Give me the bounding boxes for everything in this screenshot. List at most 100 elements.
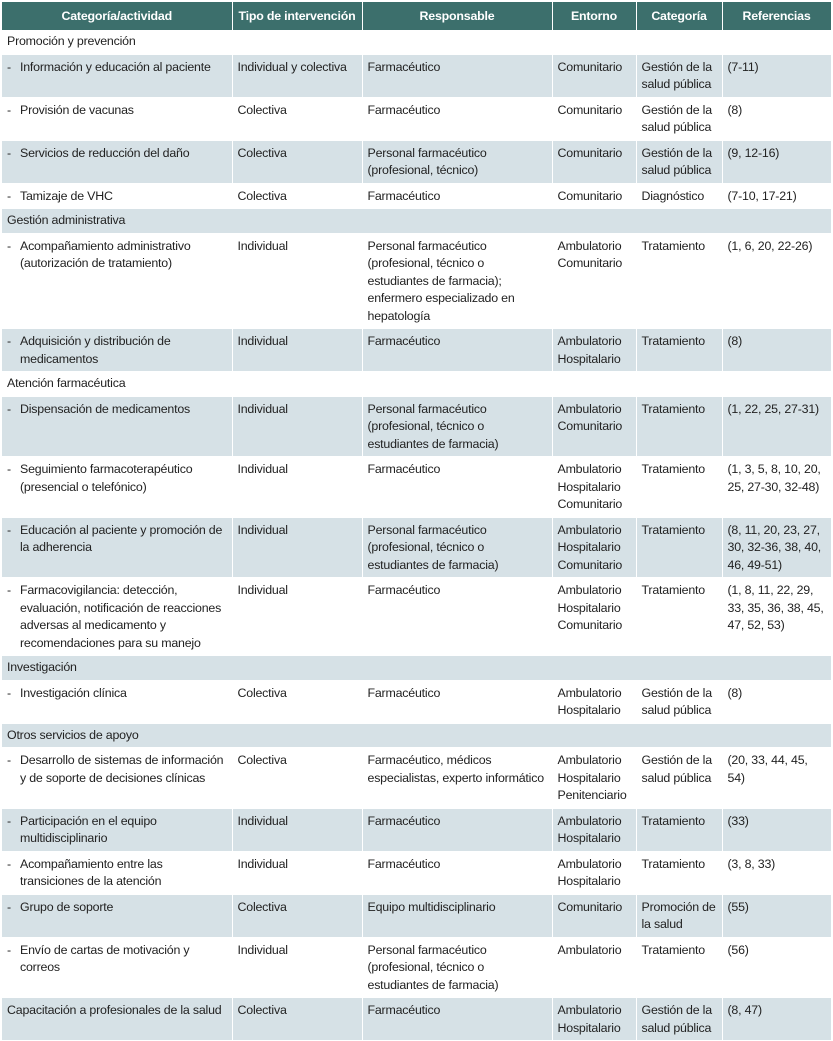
table-cell: Farmacéutico bbox=[362, 183, 553, 209]
section-row: Promoción y prevención bbox=[2, 30, 832, 55]
table-cell: Capacitación a profesionales de la salud bbox=[2, 997, 233, 1041]
table-row: Dispensación de medicamentosIndividualPe… bbox=[2, 396, 832, 457]
table-cell: Personal farmacéutico (profesional, técn… bbox=[362, 517, 553, 578]
cell-line: Ambulatorio bbox=[557, 856, 622, 871]
cell-line: Comunitario bbox=[557, 59, 623, 74]
table-cell: Tratamiento bbox=[636, 517, 723, 578]
table-cell: (8) bbox=[722, 328, 832, 372]
table-row: Información y educación al pacienteIndiv… bbox=[2, 54, 832, 98]
section-title: Otros servicios de apoyo bbox=[2, 723, 832, 748]
table-cell: (7-11) bbox=[722, 54, 832, 98]
table-cell: Comunitario bbox=[552, 97, 637, 141]
section-row: Investigación bbox=[2, 655, 832, 681]
table-cell: Tratamiento bbox=[636, 233, 723, 329]
table-row: Educación al paciente y promoción de la … bbox=[2, 517, 832, 578]
cell-line: Ambulatorio bbox=[557, 462, 622, 476]
header-row: Categoría/actividad Tipo de intervención R… bbox=[2, 2, 832, 30]
table-cell: Comunitario bbox=[552, 894, 637, 938]
cell-line: Ambulatorio bbox=[557, 238, 622, 253]
cell-line: Ambulatorio bbox=[557, 334, 622, 348]
table-cell: Tratamiento bbox=[636, 396, 723, 457]
table-row: Desarrollo de sistemas de información y … bbox=[2, 747, 832, 809]
table-row: Envío de cartas de motivación y correosI… bbox=[2, 937, 832, 998]
table-cell: Colectiva bbox=[232, 894, 363, 938]
cell-line: Hospitalario bbox=[557, 703, 621, 717]
table-cell: Provisión de vacunas bbox=[2, 97, 233, 141]
cell-line: Penitenciario bbox=[557, 788, 627, 802]
table-cell: Gestión de la salud pública bbox=[636, 54, 723, 98]
table-cell: Farmacéutico bbox=[362, 577, 553, 656]
table-cell: Personal farmacéutico (profesional, técn… bbox=[362, 233, 553, 329]
cell-line: Ambulatorio bbox=[557, 753, 622, 767]
table-row: Servicios de reducción del dañoColectiva… bbox=[2, 140, 832, 184]
table-cell: Farmacéutico bbox=[362, 97, 553, 141]
table-cell: Individual bbox=[232, 937, 363, 998]
table-cell: Acompañamiento administrativo (autorizac… bbox=[2, 233, 233, 329]
table-cell: (3, 8, 33) bbox=[722, 851, 832, 895]
cell-line: Ambulatorio bbox=[557, 813, 622, 828]
cell-line: Ambulatorio bbox=[557, 942, 622, 957]
table-cell: Gestión de la salud pública bbox=[636, 747, 723, 809]
table-cell: Comunitario bbox=[552, 54, 637, 98]
table-cell: Educación al paciente y promoción de la … bbox=[2, 517, 233, 578]
table-cell: Seguimiento farmacoterapéutico (presenci… bbox=[2, 456, 233, 518]
table-cell: Individual bbox=[232, 233, 363, 329]
table-cell: Envío de cartas de motivación y correos bbox=[2, 937, 233, 998]
cell-line: Hospitalario bbox=[557, 540, 621, 554]
table-cell: Desarrollo de sistemas de información y … bbox=[2, 747, 233, 809]
table-cell: Ambulatorio Hospitalario Comunitario bbox=[552, 577, 637, 656]
table-cell: Personal farmacéutico (profesional, técn… bbox=[362, 140, 553, 184]
table-cell: Farmacéutico bbox=[362, 680, 553, 724]
table-row: Capacitación a profesionales de la salud… bbox=[2, 997, 832, 1041]
table-cell: Individual bbox=[232, 851, 363, 895]
table-cell: Grupo de soporte bbox=[2, 894, 233, 938]
table-cell: Ambulatorio Hospitalario bbox=[552, 808, 637, 852]
cell-line: Comunitario bbox=[557, 497, 623, 511]
table-cell: (8) bbox=[722, 97, 832, 141]
cell-line: Comunitario bbox=[557, 102, 623, 117]
table-cell: Equipo multidisciplinario bbox=[362, 894, 553, 938]
cell-line: Ambulatorio bbox=[557, 685, 622, 700]
header-cell: Tipo de intervención bbox=[232, 2, 363, 30]
table-cell: Colectiva bbox=[232, 140, 363, 184]
table-cell: Farmacéutico, médicos especialistas, exp… bbox=[362, 747, 553, 809]
cell-line: Hospitalario bbox=[557, 770, 621, 785]
table-cell: Individual bbox=[232, 456, 363, 518]
table-cell: Farmacéutico bbox=[362, 456, 553, 518]
section-title: Promoción y prevención bbox=[2, 30, 832, 55]
cell-line: Comunitario bbox=[557, 145, 623, 160]
cell-line: Hospitalario bbox=[557, 479, 621, 494]
table-cell: (7-10, 17-21) bbox=[722, 183, 832, 209]
table-cell: Ambulatorio bbox=[552, 937, 637, 998]
table-cell: Diagnóstico bbox=[636, 183, 723, 209]
table-cell: Individual bbox=[232, 808, 363, 852]
table-cell: Colectiva bbox=[232, 747, 363, 809]
cell-line: Comunitario bbox=[557, 256, 623, 270]
table-cell: Dispensación de medicamentos bbox=[2, 396, 233, 457]
table-cell: Comunitario bbox=[552, 140, 637, 184]
header-cell: Entorno bbox=[552, 2, 637, 30]
header-cell: Categoría/actividad bbox=[2, 2, 233, 30]
cell-line: Hospitalario bbox=[557, 874, 621, 888]
header-cell: Referencias bbox=[722, 2, 832, 30]
table-cell: Promoción de la salud bbox=[636, 894, 723, 938]
table-cell: Individual bbox=[232, 328, 363, 372]
table-cell: (1, 8, 11, 22, 29, 33, 35, 36, 38, 45, 4… bbox=[722, 577, 832, 656]
table-cell: Gestión de la salud pública bbox=[636, 97, 723, 141]
table-cell: (8, 11, 20, 23, 27, 30, 32-36, 38, 40, 4… bbox=[722, 517, 832, 578]
table-cell: (55) bbox=[722, 894, 832, 938]
table-row: Adquisición y distribución de medicament… bbox=[2, 328, 832, 372]
table-cell: Ambulatorio Hospitalario Comunitario bbox=[552, 456, 637, 518]
table-cell: Personal farmacéutico (profesional, técn… bbox=[362, 396, 553, 457]
section-row: Otros servicios de apoyo bbox=[2, 723, 832, 748]
table-cell: Ambulatorio Hospitalario Penitenciario bbox=[552, 747, 637, 809]
cell-line: Ambulatorio bbox=[557, 1003, 622, 1017]
section-row: Atención farmacéutica bbox=[2, 371, 832, 397]
table-cell: Ambulatorio Hospitalario bbox=[552, 851, 637, 895]
table-cell: Adquisición y distribución de medicament… bbox=[2, 328, 233, 372]
table-row: Investigación clínicaColectivaFarmacéuti… bbox=[2, 680, 832, 724]
table-cell: Investigación clínica bbox=[2, 680, 233, 724]
